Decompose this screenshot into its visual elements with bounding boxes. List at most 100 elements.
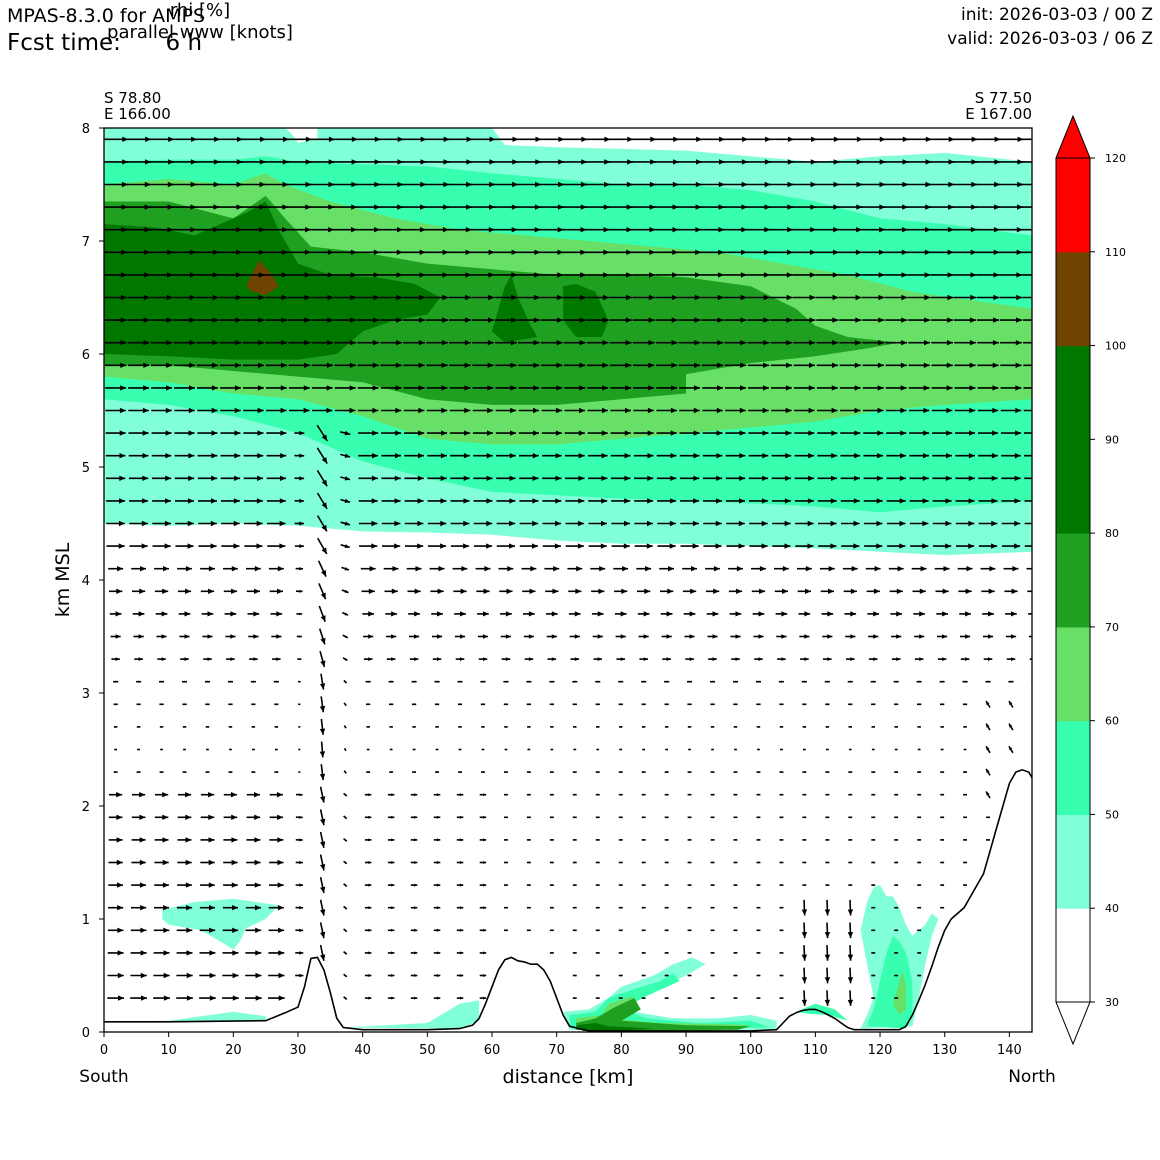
wind-vector (154, 859, 169, 866)
wind-vector (815, 272, 839, 278)
wind-vector (1008, 723, 1014, 731)
wind-vector (932, 453, 952, 459)
wind-vector (802, 793, 807, 796)
wind-vector (151, 385, 172, 391)
wind-vector (106, 543, 125, 549)
wind-vector (105, 385, 127, 391)
wind-vector (493, 181, 519, 188)
wind-vector (494, 227, 518, 233)
wind-vector (472, 385, 494, 391)
wind-vector (408, 611, 420, 617)
wind-vector (273, 680, 279, 683)
wind-vector (549, 680, 555, 683)
wind-vector (728, 588, 743, 594)
wind-vector (608, 204, 633, 210)
wind-vector (664, 793, 669, 796)
wind-vector (747, 317, 770, 323)
wind-vector (479, 996, 487, 1000)
wind-vector (940, 726, 944, 728)
wind-vector (917, 884, 922, 886)
wind-vector (195, 114, 221, 119)
wind-vector (611, 520, 630, 527)
wind-vector (815, 114, 841, 119)
wind-vector (131, 905, 147, 911)
wind-vector (679, 475, 700, 481)
wind-vector (564, 453, 585, 459)
wind-vector (610, 385, 632, 391)
wind-vector (802, 839, 807, 841)
wind-vector (340, 430, 351, 436)
wind-vector (1022, 251, 1032, 254)
wind-vector (310, 227, 335, 233)
wind-vector (319, 854, 326, 871)
wind-vector (999, 204, 1023, 210)
plot-title-line2: parallel www [knots] (107, 22, 293, 43)
wind-vector (848, 861, 853, 864)
wind-vector (241, 181, 266, 188)
wind-vector (504, 839, 508, 841)
wind-vector (794, 430, 815, 436)
wind-vector (791, 136, 817, 142)
wind-vector (1023, 387, 1032, 389)
wind-vector (149, 204, 174, 210)
wind-vector (448, 227, 472, 233)
wind-vector (865, 566, 881, 572)
wind-vector (931, 362, 953, 368)
wind-vector (664, 884, 669, 886)
wind-vector (173, 340, 196, 346)
wind-vector (633, 453, 654, 459)
wind-vector (591, 611, 604, 617)
x-tick-label: 90 (678, 1043, 695, 1058)
wind-vector (793, 385, 815, 391)
wind-vector (595, 997, 600, 999)
wind-vector (269, 837, 284, 843)
wind-vector (272, 657, 281, 661)
wind-vector (596, 748, 600, 751)
wind-vector (265, 317, 288, 323)
wind-vector (471, 272, 495, 278)
wind-vector (266, 407, 287, 414)
colorbar-tick-label: 40 (1105, 902, 1119, 915)
wind-vector (518, 430, 539, 436)
wind-vector (700, 181, 725, 188)
wind-vector (130, 927, 147, 933)
wind-vector (940, 906, 945, 909)
wind-vector (201, 611, 214, 617)
wind-vector (847, 922, 854, 939)
wind-vector (840, 430, 861, 436)
wind-vector (106, 498, 126, 504)
wind-vector (846, 657, 855, 661)
rhi-region-80-100-15 (576, 1023, 654, 1031)
wind-vector (332, 136, 358, 142)
wind-vector (871, 997, 876, 999)
wind-vector (678, 340, 701, 346)
wind-vector (932, 520, 952, 527)
wind-vector (746, 114, 772, 119)
wind-vector (381, 498, 401, 504)
wind-vector (380, 317, 403, 323)
wind-vector (401, 159, 427, 165)
wind-vector (641, 906, 646, 909)
wind-vector (195, 249, 220, 255)
wind-vector (287, 272, 311, 278)
wind-vector (177, 588, 192, 594)
wind-vector (412, 748, 416, 751)
wind-vector (885, 294, 908, 301)
wind-vector (861, 249, 885, 255)
wind-vector (885, 317, 908, 323)
wind-vector (733, 929, 738, 932)
wind-vector (564, 385, 586, 391)
wind-vector (655, 340, 678, 346)
wind-vector (824, 922, 831, 939)
wind-vector (359, 543, 378, 549)
wind-vector (976, 294, 1000, 301)
wind-vector (127, 362, 150, 368)
wind-vector (563, 249, 587, 255)
x-tick-label: 100 (738, 1043, 763, 1058)
wind-vector (137, 748, 140, 751)
wind-vector (456, 951, 464, 955)
wind-vector (242, 317, 265, 323)
wind-vector (793, 340, 816, 346)
wind-vector (572, 861, 577, 864)
